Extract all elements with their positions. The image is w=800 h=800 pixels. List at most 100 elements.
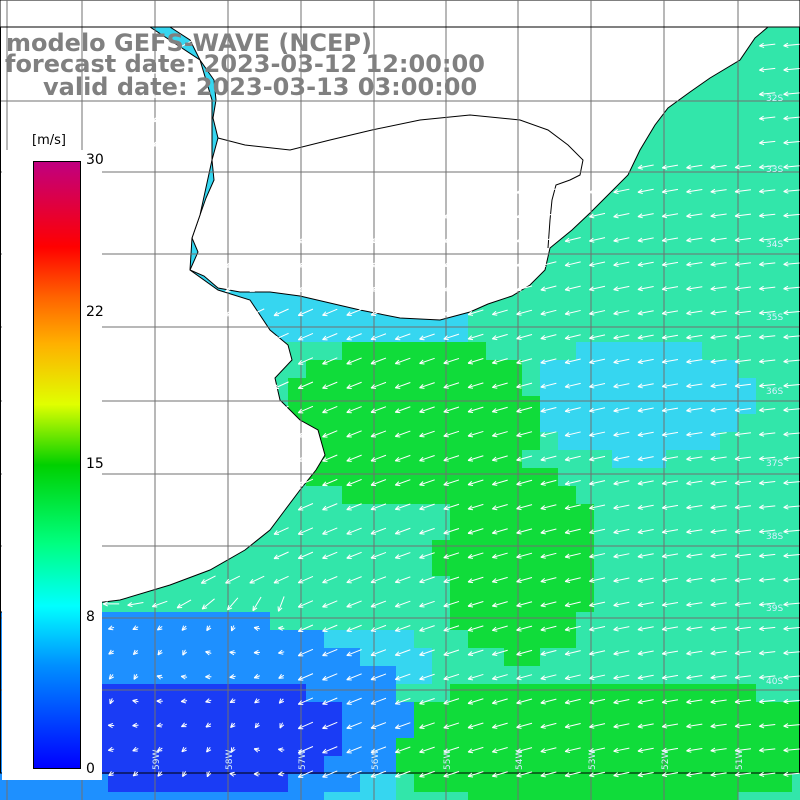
field-cell bbox=[612, 756, 631, 775]
field-cell bbox=[756, 684, 775, 703]
field-cell bbox=[612, 450, 631, 469]
field-cell bbox=[774, 450, 793, 469]
wind-arrow bbox=[734, 747, 752, 753]
wind-arrow bbox=[128, 64, 143, 74]
field-cell bbox=[522, 630, 541, 649]
field-cell bbox=[702, 738, 721, 757]
wind-arrow bbox=[759, 407, 776, 413]
wind-arrow bbox=[589, 358, 606, 365]
wind-arrow bbox=[540, 285, 557, 292]
field-cell bbox=[558, 288, 577, 307]
wind-arrow bbox=[783, 285, 800, 291]
field-cell bbox=[666, 432, 685, 451]
field-cell bbox=[342, 522, 361, 541]
field-cell bbox=[324, 792, 343, 800]
wind-arrow bbox=[734, 431, 752, 437]
field-cell bbox=[738, 720, 757, 739]
field-cell bbox=[522, 576, 541, 595]
field-cell bbox=[558, 720, 577, 739]
field-cell bbox=[756, 216, 775, 235]
field-cell bbox=[216, 774, 235, 793]
wind-arrow bbox=[589, 625, 606, 632]
field-cell bbox=[126, 594, 145, 613]
wind-arrow bbox=[637, 577, 654, 583]
field-cell bbox=[666, 576, 685, 595]
wind-arrow bbox=[491, 503, 508, 511]
field-cell bbox=[630, 792, 649, 800]
field-cell bbox=[558, 684, 577, 703]
wind-arrow bbox=[297, 624, 314, 633]
field-cell bbox=[540, 378, 559, 397]
field-cell bbox=[504, 360, 523, 379]
wind-arrow bbox=[467, 625, 484, 632]
field-cell bbox=[648, 720, 667, 739]
field-cell bbox=[378, 522, 397, 541]
field-cell bbox=[648, 576, 667, 595]
wind-arrow bbox=[613, 455, 630, 462]
wind-arrow bbox=[297, 357, 314, 365]
wind-arrow bbox=[516, 747, 533, 754]
wind-arrow bbox=[394, 479, 411, 487]
wind-arrow bbox=[491, 333, 508, 341]
wind-arrow bbox=[686, 772, 703, 778]
field-cell bbox=[774, 666, 793, 685]
latitude-label: 35S bbox=[766, 313, 783, 323]
wind-arrow bbox=[540, 188, 557, 195]
field-cell bbox=[630, 648, 649, 667]
field-cell bbox=[486, 792, 505, 800]
wind-arrow bbox=[491, 455, 508, 462]
wind-arrow bbox=[278, 747, 285, 753]
field-cell bbox=[702, 414, 721, 433]
field-cell bbox=[468, 504, 487, 523]
field-cell bbox=[396, 522, 415, 541]
field-cell bbox=[738, 198, 757, 217]
wind-arrow bbox=[613, 285, 630, 292]
wind-arrow bbox=[205, 650, 212, 656]
field-cell bbox=[648, 738, 667, 757]
field-cell bbox=[252, 702, 271, 721]
wind-arrow bbox=[661, 577, 679, 583]
field-cell bbox=[162, 684, 181, 703]
field-cell bbox=[558, 648, 577, 667]
field-cell bbox=[540, 414, 559, 433]
field-cell bbox=[342, 774, 361, 793]
wind-arrow bbox=[564, 650, 581, 656]
wind-arrow bbox=[229, 650, 236, 656]
field-cell bbox=[396, 450, 415, 469]
field-cell bbox=[342, 648, 361, 667]
field-cell bbox=[558, 414, 577, 433]
wind-arrow bbox=[346, 333, 362, 341]
field-cell bbox=[324, 612, 343, 631]
wind-arrow bbox=[156, 698, 163, 704]
wind-arrow bbox=[759, 358, 776, 364]
field-cell bbox=[414, 360, 433, 379]
field-cell bbox=[558, 630, 577, 649]
wind-arrow bbox=[491, 212, 508, 219]
field-cell bbox=[432, 612, 451, 631]
field-cell bbox=[792, 198, 800, 217]
field-cell bbox=[720, 234, 739, 253]
field-cell bbox=[522, 414, 541, 433]
field-cell bbox=[720, 252, 739, 271]
field-cell bbox=[252, 666, 271, 685]
field-cell bbox=[594, 612, 613, 631]
wind-arrow bbox=[783, 723, 800, 729]
field-cell bbox=[450, 576, 469, 595]
field-cell bbox=[288, 756, 307, 775]
wind-arrow bbox=[419, 455, 435, 462]
field-cell bbox=[576, 414, 595, 433]
field-cell bbox=[198, 792, 217, 800]
field-cell bbox=[738, 468, 757, 487]
wind-arrow bbox=[686, 431, 703, 437]
wind-arrow bbox=[783, 528, 800, 534]
wind-arrow bbox=[322, 381, 338, 389]
field-cell bbox=[342, 792, 361, 800]
field-cell bbox=[648, 594, 667, 613]
wind-arrow bbox=[467, 260, 484, 268]
field-cell bbox=[522, 684, 541, 703]
field-cell bbox=[756, 396, 775, 415]
field-cell bbox=[324, 504, 343, 523]
field-cell bbox=[306, 540, 325, 559]
wind-arrow bbox=[273, 357, 289, 365]
field-cell bbox=[522, 756, 541, 775]
